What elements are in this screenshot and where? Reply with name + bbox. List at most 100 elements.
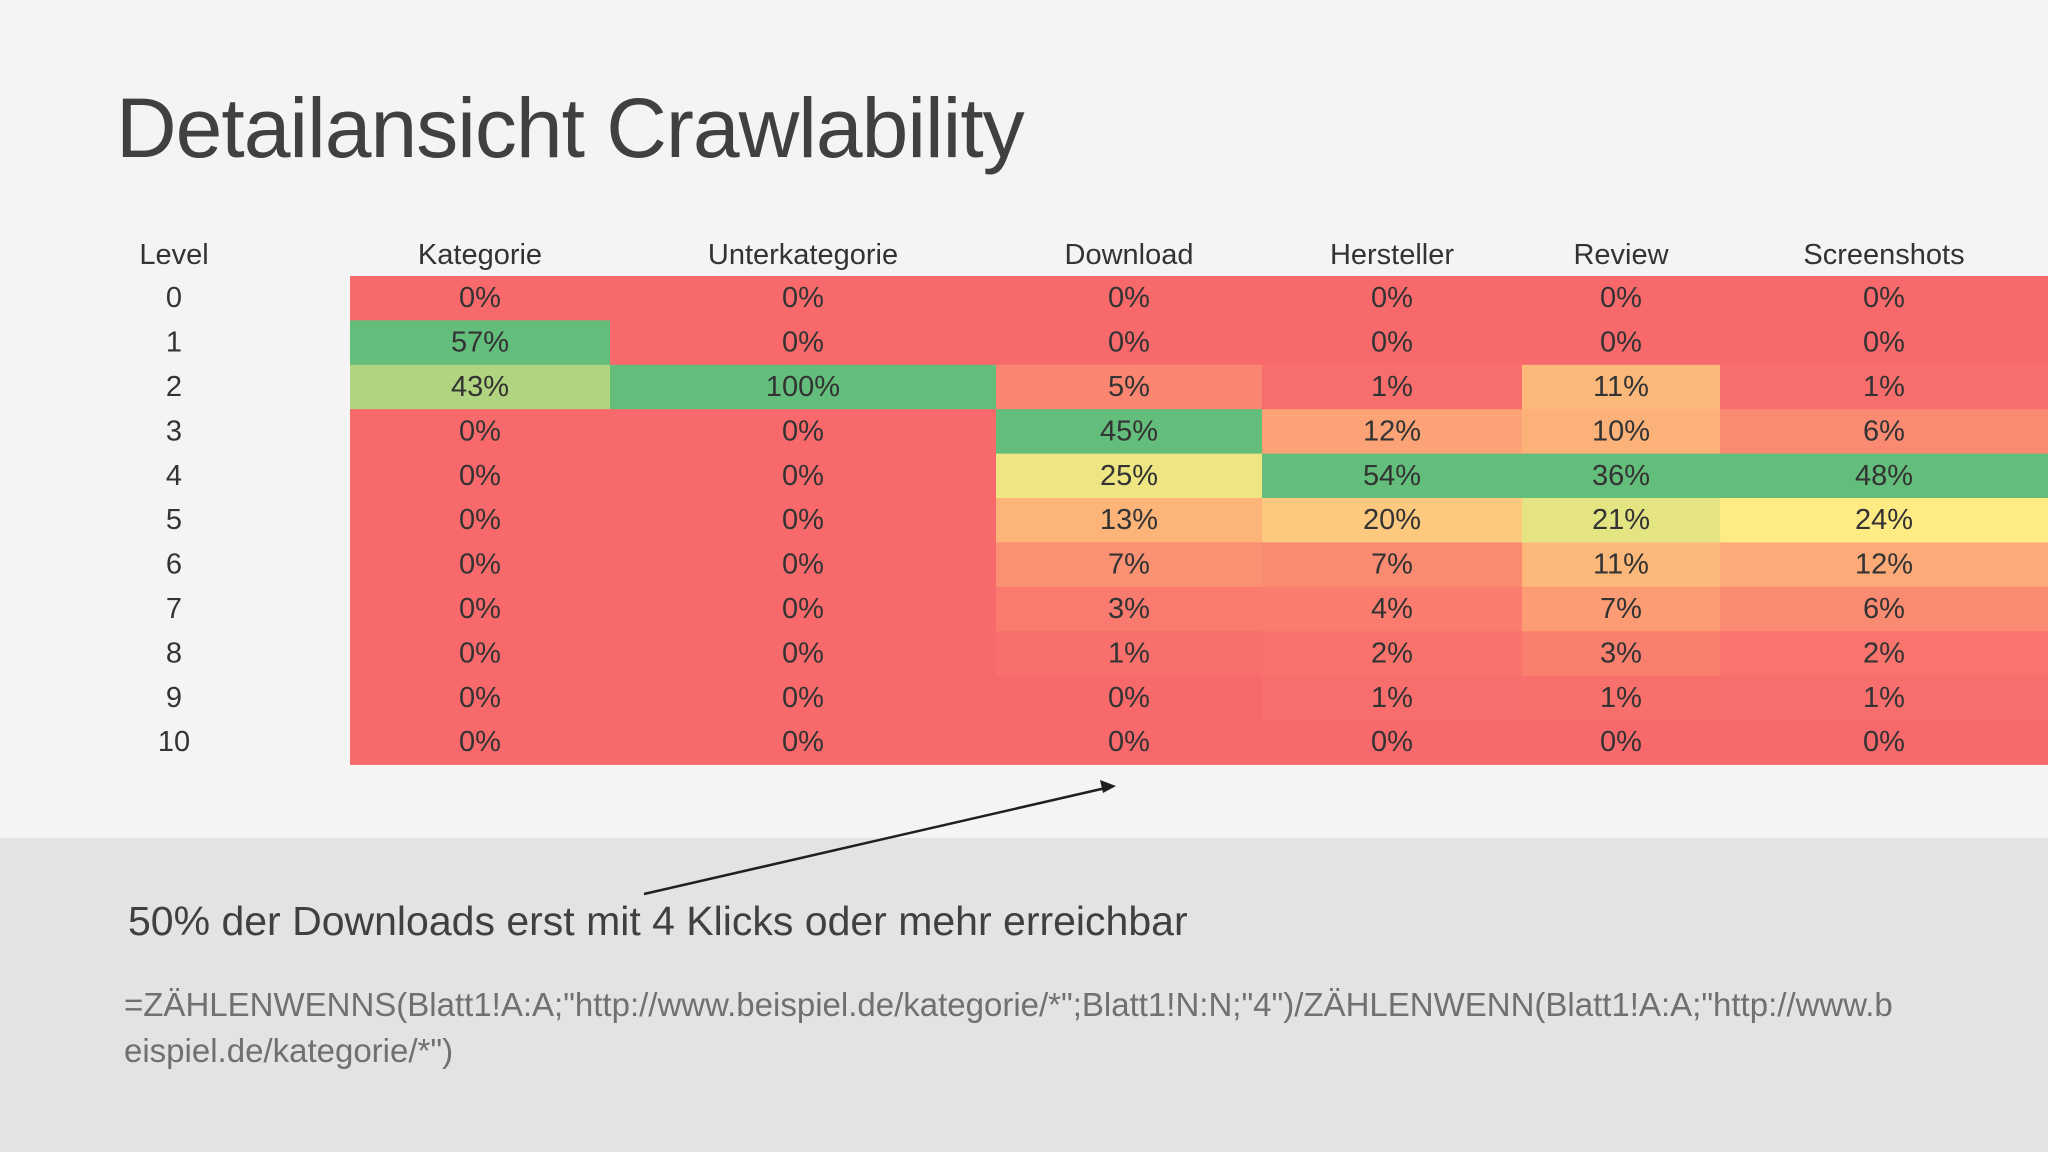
heatmap-cell: [1262, 409, 1523, 455]
cell-value-label: 0%: [459, 282, 501, 314]
cell-value-label: 13%: [1100, 504, 1158, 536]
cell-value-label: 0%: [1600, 726, 1642, 758]
heatmap-cell: [610, 631, 997, 677]
row-label: 6: [166, 549, 182, 581]
cell-value-label: 0%: [1108, 282, 1150, 314]
heatmap-cell: [610, 675, 997, 721]
cell-value-label: 6%: [1863, 593, 1905, 625]
cell-value-label: 12%: [1855, 549, 1913, 581]
heatmap-cell: [1522, 409, 1721, 455]
heatmap-cell: [996, 720, 1263, 765]
heatmap-cell: [1720, 675, 2048, 721]
cell-value-label: 1%: [1863, 682, 1905, 714]
cell-value-label: 0%: [782, 682, 824, 714]
cell-value-label: 1%: [1371, 371, 1413, 403]
cell-value-label: 12%: [1363, 415, 1421, 447]
cell-value-label: 0%: [459, 682, 501, 714]
column-header-hersteller: Hersteller: [1330, 239, 1454, 271]
cell-value-label: 54%: [1363, 460, 1421, 492]
slide-caption: 50% der Downloads erst mit 4 Klicks oder…: [128, 898, 1188, 944]
heatmap-cell: [350, 409, 611, 455]
cell-value-label: 0%: [1371, 327, 1413, 359]
heatmap-cell: [1262, 720, 1523, 765]
heatmap-cells: [350, 276, 2048, 765]
cell-value-label: 0%: [459, 549, 501, 581]
heatmap-cell: [1720, 542, 2048, 588]
arrow-line: [643, 785, 1111, 896]
heatmap-cell: [610, 586, 997, 632]
heatmap-cell: [1720, 586, 2048, 632]
cell-value-label: 43%: [451, 371, 509, 403]
cell-value-label: 0%: [459, 415, 501, 447]
heatmap-cell: [610, 542, 997, 588]
arrow-head: [1100, 780, 1116, 793]
column-header-kategorie: Kategorie: [418, 239, 542, 271]
heatmap-cell: [610, 364, 997, 410]
heatmap-cell: [1262, 631, 1523, 677]
cell-value-label: 0%: [782, 460, 824, 492]
heatmap-cell: [350, 276, 611, 321]
row-label: 1: [166, 327, 182, 359]
slide-title: Detailansicht Crawlability: [116, 81, 1025, 175]
heatmap-cell: [1522, 276, 1721, 321]
heatmap-cell: [610, 720, 997, 765]
cell-value-label: 0%: [459, 460, 501, 492]
heatmap-cell: [610, 276, 997, 321]
heatmap-cell: [1720, 320, 2048, 366]
cell-value-label: 0%: [782, 637, 824, 669]
heatmap-cell: [1720, 276, 2048, 321]
heatmap-cell: [1522, 453, 1721, 499]
cell-value-label: 6%: [1863, 415, 1905, 447]
heatmap-cell: [996, 586, 1263, 632]
heatmap-cell: [996, 364, 1263, 410]
row-label: 5: [166, 504, 182, 536]
cell-value-label: 2%: [1371, 637, 1413, 669]
heatmap-cell: [1720, 498, 2048, 543]
heatmap-cell: [1522, 586, 1721, 632]
row-label: 9: [166, 682, 182, 714]
cell-value-label: 1%: [1600, 682, 1642, 714]
heatmap-cell: [1262, 453, 1523, 499]
cell-value-label: 5%: [1108, 371, 1150, 403]
cell-value-label: 7%: [1600, 593, 1642, 625]
heatmap-cell: [1720, 453, 2048, 499]
cell-value-label: 0%: [1863, 327, 1905, 359]
formula-text: =ZÄHLENWENNS(Blatt1!A:A;"http://www.beis…: [124, 986, 1893, 1069]
heatmap-cell: [350, 498, 611, 543]
heatmap-cell: [350, 631, 611, 677]
heatmap-cell: [1522, 498, 1721, 543]
heatmap-cell: [350, 586, 611, 632]
cell-value-label: 0%: [782, 327, 824, 359]
heatmap-cell: [610, 498, 997, 543]
heatmap-cell: [996, 276, 1263, 321]
heatmap-cell: [610, 409, 997, 455]
heatmap-cell: [1522, 720, 1721, 765]
cell-value-label: 100%: [766, 371, 840, 403]
cell-value-label: 48%: [1855, 460, 1913, 492]
cell-value-label: 0%: [782, 726, 824, 758]
cell-value-label: 11%: [1593, 371, 1649, 403]
column-header-screenshots: Screenshots: [1803, 239, 1964, 271]
cell-value-label: 7%: [1371, 549, 1413, 581]
heatmap-cell: [1262, 586, 1523, 632]
cell-value-label: 0%: [782, 549, 824, 581]
heatmap-cell: [1720, 720, 2048, 765]
heatmap-cell: [350, 320, 611, 366]
heatmap-cell: [996, 498, 1263, 543]
cell-value-label: 0%: [459, 726, 501, 758]
cell-value-label: 25%: [1100, 460, 1158, 492]
heatmap-cell: [350, 675, 611, 721]
footer-band: [0, 838, 2048, 1152]
column-header-download: Download: [1065, 239, 1194, 271]
column-header-unterkategorie: Unterkategorie: [708, 239, 898, 271]
cell-value-label: 0%: [459, 593, 501, 625]
cell-value-label: 10%: [1592, 415, 1650, 447]
column-header-review: Review: [1573, 239, 1669, 271]
cell-value-label: 0%: [1371, 726, 1413, 758]
cell-value-label: 21%: [1592, 504, 1650, 536]
heatmap-cell: [996, 542, 1263, 588]
heatmap-cell: [1262, 276, 1523, 321]
heatmap-cell: [1522, 675, 1721, 721]
heatmap-labels: Level Kategorie Unterkategorie Download Hers…: [139, 239, 1964, 758]
